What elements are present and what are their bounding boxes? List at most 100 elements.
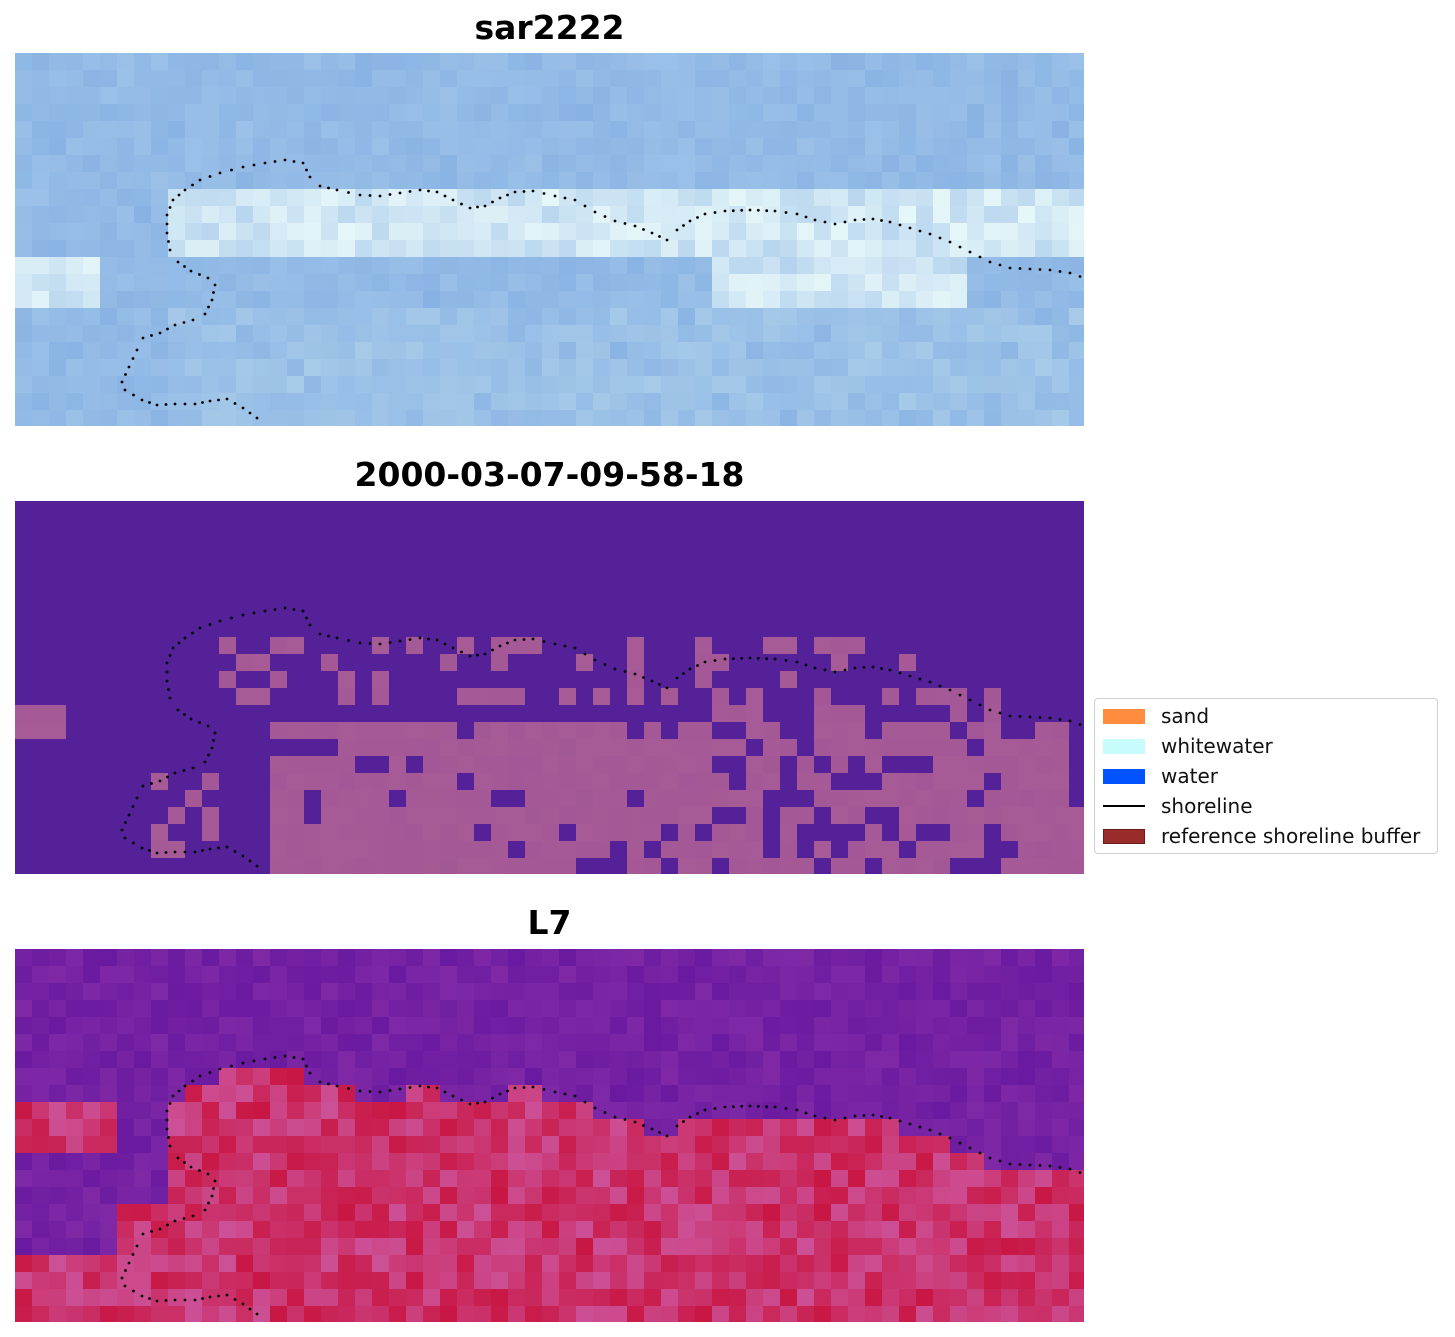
index-pixel [950,1017,968,1035]
class-pixel-water [627,535,645,553]
index-pixel [746,1204,764,1222]
index-pixel [1069,1119,1084,1137]
index-pixel [1035,1153,1053,1171]
rgb-pixel [253,121,271,139]
class-pixel-water [627,722,645,740]
rgb-pixel [100,53,118,71]
index-pixel [525,1102,543,1120]
class-pixel-land [491,807,509,825]
index-pixel [49,1255,67,1273]
rgb-pixel [797,53,815,71]
index-pixel [865,1289,883,1307]
rgb-pixel [389,53,407,71]
index-pixel [661,983,679,1001]
index-pixel [49,1204,67,1222]
rgb-pixel [1001,223,1019,241]
index-pixel [15,1187,33,1205]
rgb-pixel [304,359,322,377]
rgb-pixel [576,70,594,88]
class-pixel-land [763,722,781,740]
rgb-pixel [1052,104,1070,122]
index-pixel [15,1000,33,1018]
rgb-pixel [712,70,730,88]
class-pixel-water [372,620,390,638]
rgb-pixel [865,138,883,156]
class-pixel-water [576,858,594,874]
index-pixel [457,949,475,967]
rgb-pixel [814,87,832,105]
index-pixel [576,1289,594,1307]
class-pixel-land [457,756,475,774]
class-pixel-land [32,722,50,740]
index-pixel [661,949,679,967]
class-pixel-water [661,722,679,740]
class-pixel-land [542,722,560,740]
class-pixel-water [882,654,900,672]
class-pixel-water [168,722,186,740]
rgb-pixel [848,121,866,139]
class-pixel-land [593,807,611,825]
index-pixel [729,1204,747,1222]
index-pixel [66,1136,84,1154]
rgb-pixel [372,104,390,122]
rgb-pixel [253,257,271,275]
rgb-pixel [270,104,288,122]
index-pixel [457,1153,475,1171]
index-pixel [1069,1187,1084,1205]
index-pixel [933,1017,951,1035]
shoreline-dot [283,606,287,610]
class-pixel-water [100,603,118,621]
index-pixel [1035,966,1053,984]
rgb-pixel [440,206,458,224]
class-pixel-water [610,671,628,689]
index-pixel [797,1238,815,1256]
index-pixel [151,1136,169,1154]
class-pixel-water [457,603,475,621]
index-pixel [49,1102,67,1120]
rgb-pixel [814,53,832,71]
index-pixel [576,1085,594,1103]
class-pixel-water [304,705,322,723]
shoreline-dot [183,402,187,406]
rgb-pixel [525,189,543,207]
rgb-pixel [797,376,815,394]
shoreline-dot [225,1293,229,1297]
class-pixel-land [899,858,917,874]
class-pixel-water [644,654,662,672]
index-pixel [559,983,577,1001]
rgb-pixel [508,393,526,411]
index-pixel [1018,1170,1036,1188]
index-pixel [865,1136,883,1154]
index-pixel [219,983,237,1001]
class-pixel-land [287,756,305,774]
class-pixel-water [967,620,985,638]
class-pixel-water [797,569,815,587]
rgb-pixel [899,206,917,224]
rgb-pixel [967,138,985,156]
index-pixel [457,1272,475,1290]
shoreline-dot [167,688,170,691]
shoreline-dot [748,1104,752,1108]
index-pixel [899,1238,917,1256]
class-pixel-land [712,739,730,757]
rgb-pixel [423,257,441,275]
index-pixel [49,949,67,967]
index-pixel [49,1221,67,1239]
rgb-pixel [525,308,543,326]
rgb-pixel [457,308,475,326]
index-pixel [984,1204,1002,1222]
index-pixel [117,1136,135,1154]
shoreline-dot [210,298,214,302]
class-pixel-water [1069,756,1084,774]
class-pixel-water [236,586,254,604]
class-pixel-water [814,671,832,689]
class-pixel-water [32,790,50,808]
rgb-pixel [695,223,713,241]
index-pixel [168,1272,186,1290]
class-pixel-water [763,603,781,621]
rgb-pixel [712,325,730,343]
index-pixel [321,1085,339,1103]
rgb-pixel [32,308,50,326]
index-pixel [304,1034,322,1052]
rgb-pixel [83,325,101,343]
